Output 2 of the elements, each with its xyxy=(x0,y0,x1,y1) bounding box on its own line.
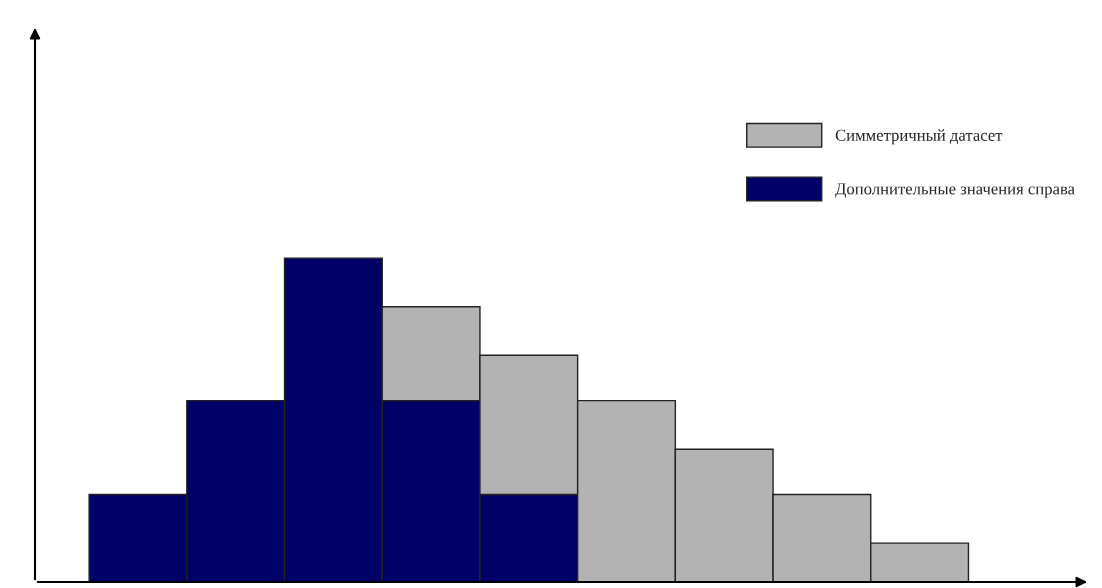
legend-label: Дополнительные значения справа xyxy=(835,183,1075,198)
legend-label: Симметричный датасет xyxy=(835,129,1003,145)
